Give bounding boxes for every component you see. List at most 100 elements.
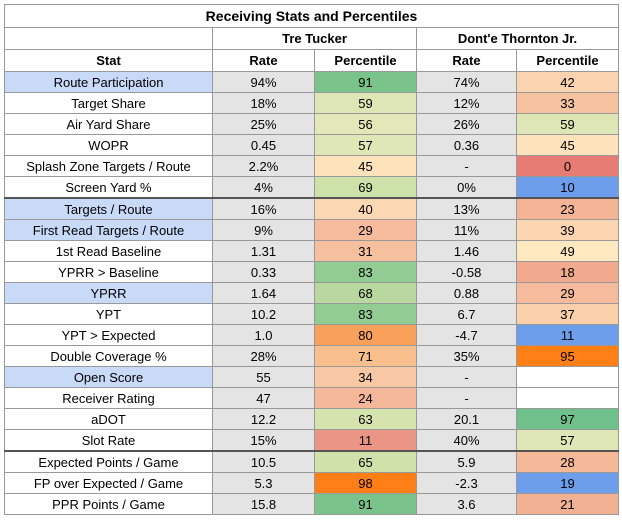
player-name: Dont'e Thornton Jr. bbox=[416, 27, 619, 50]
percentile: 28 bbox=[516, 450, 619, 473]
rate: 1.64 bbox=[212, 282, 315, 304]
column-header: Percentile bbox=[516, 49, 619, 72]
percentile: 97 bbox=[516, 408, 619, 430]
rate: 55 bbox=[212, 366, 315, 388]
rate: 15.8 bbox=[212, 493, 315, 515]
percentile bbox=[516, 387, 619, 409]
percentile: 57 bbox=[314, 134, 417, 156]
stat-name: Splash Zone Targets / Route bbox=[4, 155, 213, 177]
percentile: 56 bbox=[314, 113, 417, 135]
percentile: 29 bbox=[314, 219, 417, 241]
stat-row: YPRR > Baseline 0.33 83 -0.58 18 bbox=[4, 261, 619, 283]
percentile: 71 bbox=[314, 345, 417, 367]
title-row: Receiving Stats and Percentiles bbox=[4, 4, 619, 28]
percentile: 10 bbox=[516, 176, 619, 199]
percentile: 37 bbox=[516, 303, 619, 325]
stat-name: YPRR > Baseline bbox=[4, 261, 213, 283]
percentile: 11 bbox=[516, 324, 619, 346]
rate: 47 bbox=[212, 387, 315, 409]
stat-name: Expected Points / Game bbox=[4, 450, 213, 473]
rate: 1.31 bbox=[212, 240, 315, 262]
rate: - bbox=[416, 387, 517, 409]
column-header: Rate bbox=[212, 49, 315, 72]
rate: 9% bbox=[212, 219, 315, 241]
percentile: 80 bbox=[314, 324, 417, 346]
column-header: Rate bbox=[416, 49, 517, 72]
stat-name: Slot Rate bbox=[4, 429, 213, 452]
rate: 1.0 bbox=[212, 324, 315, 346]
rate: 40% bbox=[416, 429, 517, 452]
stat-row: FP over Expected / Game 5.3 98 -2.3 19 bbox=[4, 472, 619, 494]
rate: 94% bbox=[212, 71, 315, 93]
percentile: 63 bbox=[314, 408, 417, 430]
player-row: Tre Tucker Dont'e Thornton Jr. bbox=[4, 27, 619, 50]
stat-name: Targets / Route bbox=[4, 197, 213, 220]
percentile: 91 bbox=[314, 71, 417, 93]
percentile: 65 bbox=[314, 450, 417, 473]
rate: - bbox=[416, 366, 517, 388]
stat-row: YPT > Expected 1.0 80 -4.7 11 bbox=[4, 324, 619, 346]
stat-name: Target Share bbox=[4, 92, 213, 114]
rate: 35% bbox=[416, 345, 517, 367]
stat-name: PPR Points / Game bbox=[4, 493, 213, 515]
percentile: 45 bbox=[516, 134, 619, 156]
stat-name: Receiver Rating bbox=[4, 387, 213, 409]
percentile: 83 bbox=[314, 303, 417, 325]
stat-name: Double Coverage % bbox=[4, 345, 213, 367]
stat-row: 1st Read Baseline 1.31 31 1.46 49 bbox=[4, 240, 619, 262]
percentile: 59 bbox=[516, 113, 619, 135]
stat-name: YPT bbox=[4, 303, 213, 325]
percentile: 31 bbox=[314, 240, 417, 262]
percentile: 95 bbox=[516, 345, 619, 367]
rate: 12.2 bbox=[212, 408, 315, 430]
rate: 0% bbox=[416, 176, 517, 199]
percentile: 69 bbox=[314, 176, 417, 199]
stat-row: PPR Points / Game 15.8 91 3.6 21 bbox=[4, 493, 619, 515]
table-title: Receiving Stats and Percentiles bbox=[4, 4, 619, 28]
percentile: 57 bbox=[516, 429, 619, 452]
rate: 16% bbox=[212, 197, 315, 220]
percentile: 33 bbox=[516, 92, 619, 114]
stat-row: Double Coverage % 28% 71 35% 95 bbox=[4, 345, 619, 367]
rate: 0.33 bbox=[212, 261, 315, 283]
percentile: 40 bbox=[314, 197, 417, 220]
stat-row: aDOT 12.2 63 20.1 97 bbox=[4, 408, 619, 430]
rate: 26% bbox=[416, 113, 517, 135]
rate: 28% bbox=[212, 345, 315, 367]
header-row: Stat Rate Percentile Rate Percentile bbox=[4, 49, 619, 72]
rate: 3.6 bbox=[416, 493, 517, 515]
rate: 11% bbox=[416, 219, 517, 241]
stat-row: Splash Zone Targets / Route 2.2% 45-0 bbox=[4, 155, 619, 177]
rate: 20.1 bbox=[416, 408, 517, 430]
column-header: Stat bbox=[4, 49, 213, 72]
percentile: 42 bbox=[516, 71, 619, 93]
stat-name: aDOT bbox=[4, 408, 213, 430]
stat-name: Screen Yard % bbox=[4, 176, 213, 199]
rate: 0.88 bbox=[416, 282, 517, 304]
percentile bbox=[516, 366, 619, 388]
percentile: 11 bbox=[314, 429, 417, 452]
rate: 25% bbox=[212, 113, 315, 135]
percentile: 68 bbox=[314, 282, 417, 304]
stat-row: First Read Targets / Route 9% 29 11% 39 bbox=[4, 219, 619, 241]
rate: 4% bbox=[212, 176, 315, 199]
rate: - bbox=[416, 155, 517, 177]
stat-name: Air Yard Share bbox=[4, 113, 213, 135]
rate: 0.45 bbox=[212, 134, 315, 156]
stat-row: YPT 10.2 83 6.7 37 bbox=[4, 303, 619, 325]
rate: -2.3 bbox=[416, 472, 517, 494]
stat-name: Open Score bbox=[4, 366, 213, 388]
rate: 10.5 bbox=[212, 450, 315, 473]
percentile: 21 bbox=[516, 493, 619, 515]
stat-name: YPRR bbox=[4, 282, 213, 304]
blank-cell bbox=[4, 27, 213, 50]
percentile: 34 bbox=[314, 366, 417, 388]
percentile: 91 bbox=[314, 493, 417, 515]
percentile: 24 bbox=[314, 387, 417, 409]
stat-name: WOPR bbox=[4, 134, 213, 156]
rate: 74% bbox=[416, 71, 517, 93]
stat-row: Route Participation 94% 91 74% 42 bbox=[4, 71, 619, 93]
percentile: 0 bbox=[516, 155, 619, 177]
rate: 1.46 bbox=[416, 240, 517, 262]
